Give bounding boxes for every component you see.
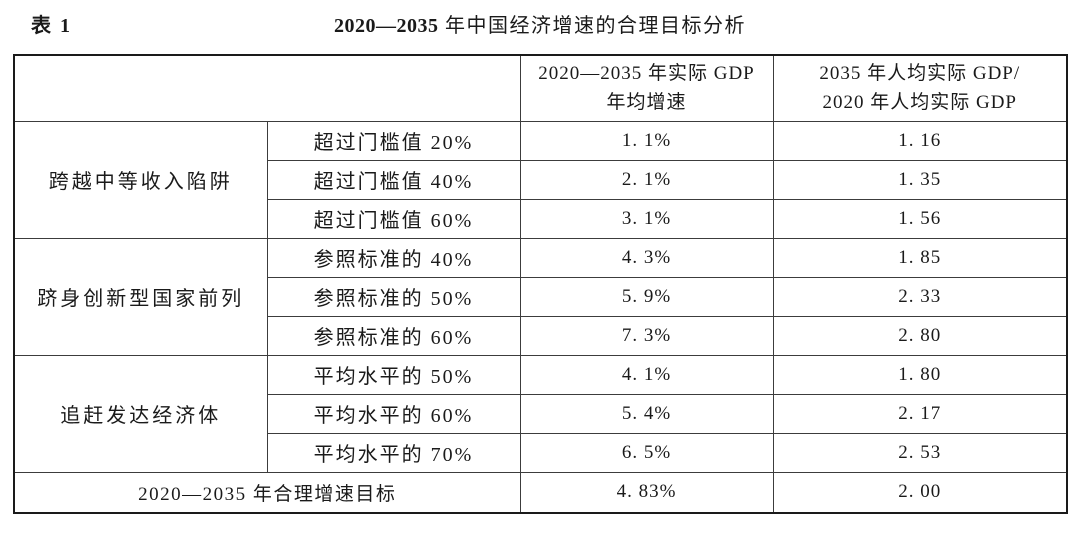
scenario-cell: 平均水平的 70% (266, 432, 521, 473)
ratio-cell: 1. 80 (772, 354, 1068, 395)
table-row: 超过门槛值 60% 3. 1% 1. 56 (14, 198, 1068, 239)
scenario-cell: 超过门槛值 40% (266, 159, 521, 200)
header-gdp-growth-line2: 年均增速 (606, 92, 687, 114)
ratio-cell: 2. 17 (772, 393, 1068, 434)
header-gdp-growth-line1: 2020—2035 年实际 GDP (538, 63, 755, 85)
scenario-cell: 参照标准的 40% (266, 237, 521, 278)
summary-row: 2020—2035 年合理增速目标 4. 83% 2. 00 (13, 471, 1068, 514)
header-row: 2020—2035 年实际 GDP 年均增速 2035 年人均实际 GDP/ 2… (13, 54, 1068, 122)
ratio-cell: 2. 80 (772, 315, 1068, 356)
table-number: 表 1 (31, 15, 72, 37)
ratio-cell: 2. 33 (772, 276, 1068, 317)
scenario-cell: 平均水平的 60% (266, 393, 521, 434)
growth-cell: 3. 1% (519, 198, 774, 239)
table-title-years: 2020—2035 (334, 15, 439, 37)
group-label-cell: 跻身创新型国家前列 (13, 237, 268, 356)
header-gdp-growth-cell: 2020—2035 年实际 GDP 年均增速 (519, 54, 774, 122)
table-title: 2020—2035 年中国经济增速的合理目标分析 (0, 10, 1080, 42)
scenario-cell: 参照标准的 60% (266, 315, 521, 356)
ratio-cell: 2. 53 (772, 432, 1068, 473)
growth-cell: 4. 3% (519, 237, 774, 278)
summary-label-cell: 2020—2035 年合理增速目标 (13, 471, 521, 514)
group-label-cell: 追赶发达经济体 (13, 354, 268, 473)
ratio-cell: 1. 85 (772, 237, 1068, 278)
ratio-cell: 1. 56 (772, 198, 1068, 239)
growth-cell: 4. 1% (519, 354, 774, 395)
growth-cell: 5. 4% (519, 393, 774, 434)
header-empty-cell (13, 54, 521, 122)
scenario-cell: 超过门槛值 60% (266, 198, 521, 239)
scenario-cell: 参照标准的 50% (266, 276, 521, 317)
scenario-cell: 超过门槛值 20% (266, 120, 521, 161)
table-row: 跻身创新型国家前列 参照标准的 40% 4. 3% 1. 85 (13, 237, 1068, 356)
growth-target-table: 2020—2035 年实际 GDP 年均增速 2035 年人均实际 GDP/ 2… (13, 54, 1068, 514)
table-row: 超过门槛值 40% 2. 1% 1. 35 (14, 159, 1068, 200)
ratio-cell: 1. 16 (772, 120, 1068, 161)
growth-cell: 2. 1% (519, 159, 774, 200)
table-row: 追赶发达经济体 平均水平的 50% 4. 1% 1. 80 (13, 354, 1068, 473)
summary-growth-cell: 4. 83% (519, 471, 774, 514)
scenario-cell: 平均水平的 50% (266, 354, 521, 395)
table-row: 平均水平的 70% 6. 5% 2. 53 (14, 432, 1068, 473)
growth-cell: 6. 5% (519, 432, 774, 473)
group-label-cell: 跨越中等收入陷阱 (13, 120, 268, 239)
header-gdp-ratio-line1: 2035 年人均实际 GDP/ (819, 63, 1021, 85)
table-title-text: 年中国经济增速的合理目标分析 (438, 15, 746, 37)
table-row: 参照标准的 60% 7. 3% 2. 80 (14, 315, 1068, 356)
growth-cell: 7. 3% (519, 315, 774, 356)
summary-ratio-cell: 2. 00 (772, 471, 1068, 514)
table-caption: 表 1 2020—2035 年中国经济增速的合理目标分析 (0, 10, 1080, 42)
growth-cell: 1. 1% (519, 120, 774, 161)
table-row: 跨越中等收入陷阱 超过门槛值 20% 1. 1% 1. 16 (13, 120, 1068, 239)
header-gdp-ratio-line2: 2020 年人均实际 GDP (822, 92, 1017, 114)
table-row: 参照标准的 50% 5. 9% 2. 33 (14, 276, 1068, 317)
table-row: 平均水平的 60% 5. 4% 2. 17 (14, 393, 1068, 434)
ratio-cell: 1. 35 (772, 159, 1068, 200)
header-gdp-ratio-cell: 2035 年人均实际 GDP/ 2020 年人均实际 GDP (772, 54, 1068, 122)
growth-cell: 5. 9% (519, 276, 774, 317)
